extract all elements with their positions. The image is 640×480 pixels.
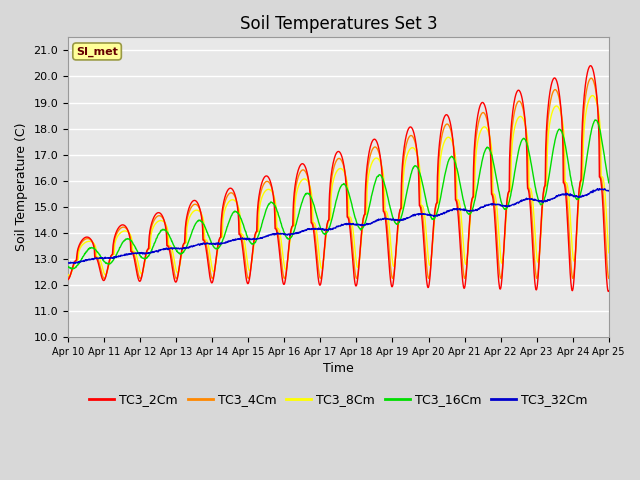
TC3_4Cm <box>317 276 324 281</box>
TC3_32Cm <box>315 225 323 231</box>
TC3_4Cm <box>106 256 114 262</box>
TC3_16Cm <box>64 264 72 270</box>
Line: TC3_4Cm: TC3_4Cm <box>68 78 609 278</box>
TC3_16Cm <box>372 176 380 182</box>
TC3_2Cm <box>64 277 72 283</box>
Y-axis label: Soil Temperature (C): Soil Temperature (C) <box>15 123 28 252</box>
TC3_8Cm <box>605 250 612 255</box>
TC3_8Cm <box>294 185 301 191</box>
TC3_2Cm <box>372 137 380 143</box>
TC3_4Cm <box>128 249 136 254</box>
TC3_8Cm <box>372 155 380 161</box>
TC3_8Cm <box>106 257 114 263</box>
TC3_16Cm <box>605 180 612 186</box>
TC3_16Cm <box>129 240 136 245</box>
TC3_2Cm <box>294 170 301 176</box>
TC3_8Cm <box>129 240 136 246</box>
TC3_8Cm <box>305 181 313 187</box>
Text: SI_met: SI_met <box>76 47 118 57</box>
TC3_32Cm <box>305 226 313 231</box>
TC3_16Cm <box>294 215 301 220</box>
TC3_4Cm <box>314 265 322 271</box>
TC3_4Cm <box>294 177 301 182</box>
TC3_16Cm <box>67 266 75 272</box>
Title: Soil Temperatures Set 3: Soil Temperatures Set 3 <box>239 15 437 33</box>
TC3_32Cm <box>372 217 380 223</box>
TC3_8Cm <box>315 248 323 253</box>
TC3_8Cm <box>64 272 72 277</box>
TC3_8Cm <box>66 273 74 279</box>
Line: TC3_8Cm: TC3_8Cm <box>68 96 609 276</box>
TC3_32Cm <box>106 255 114 261</box>
TC3_32Cm <box>70 260 78 266</box>
TC3_2Cm <box>305 178 312 184</box>
TC3_32Cm <box>601 186 609 192</box>
TC3_4Cm <box>605 276 612 281</box>
TC3_32Cm <box>64 260 72 266</box>
Line: TC3_2Cm: TC3_2Cm <box>68 66 609 291</box>
TC3_2Cm <box>605 288 612 294</box>
TC3_8Cm <box>589 93 596 98</box>
TC3_2Cm <box>128 249 136 255</box>
TC3_2Cm <box>605 288 612 294</box>
TC3_16Cm <box>315 220 323 226</box>
X-axis label: Time: Time <box>323 362 354 375</box>
TC3_32Cm <box>294 230 301 236</box>
TC3_2Cm <box>587 63 595 69</box>
Legend: TC3_2Cm, TC3_4Cm, TC3_8Cm, TC3_16Cm, TC3_32Cm: TC3_2Cm, TC3_4Cm, TC3_8Cm, TC3_16Cm, TC3… <box>84 388 593 411</box>
Line: TC3_32Cm: TC3_32Cm <box>68 189 609 263</box>
TC3_16Cm <box>305 192 313 197</box>
TC3_4Cm <box>305 178 312 183</box>
Line: TC3_16Cm: TC3_16Cm <box>68 120 609 269</box>
TC3_4Cm <box>372 144 380 150</box>
TC3_2Cm <box>314 276 322 282</box>
TC3_32Cm <box>129 251 136 256</box>
TC3_4Cm <box>64 276 72 281</box>
TC3_2Cm <box>106 256 114 262</box>
TC3_16Cm <box>106 261 114 266</box>
TC3_4Cm <box>588 75 595 81</box>
TC3_16Cm <box>591 117 599 123</box>
TC3_32Cm <box>605 188 612 194</box>
